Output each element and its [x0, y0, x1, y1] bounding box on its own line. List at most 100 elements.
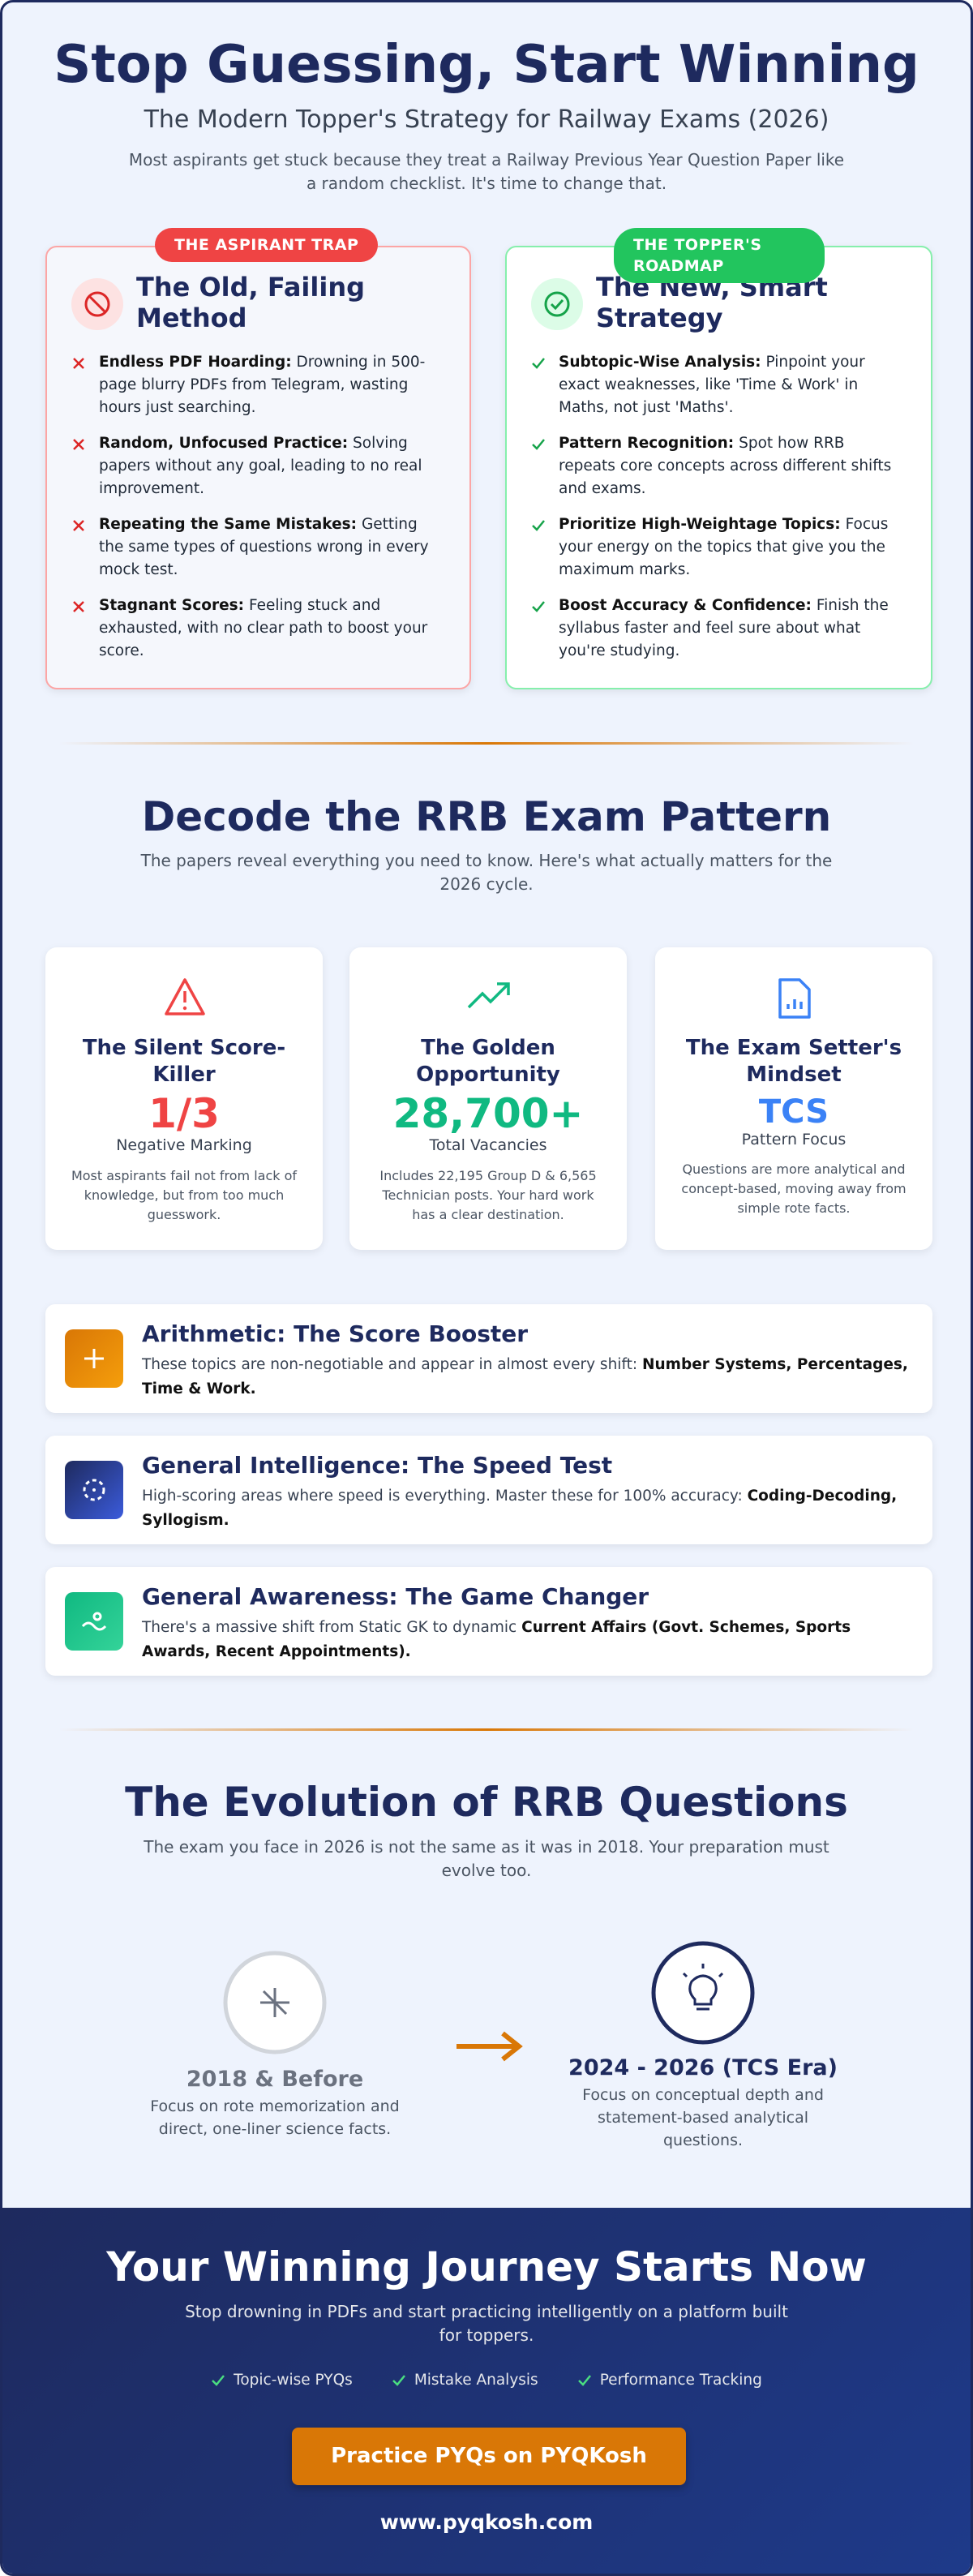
bold-text: Coding-Decoding, Syllogism.	[142, 1488, 898, 1529]
bullet-icon	[73, 601, 84, 612]
point-list: Endless PDF Hoarding: Drowning in 500-pa…	[71, 351, 444, 676]
feature-text: Topic-wise PYQs	[234, 2372, 353, 2389]
section-subtitle: The papers reveal everything you need to…	[140, 851, 833, 894]
feature-text: Mistake Analysis	[414, 2372, 538, 2389]
check	[532, 358, 545, 369]
point: Repeating the Same Mistakes: Getting the…	[71, 513, 444, 582]
point: Boost Accuracy & Confidence: Finish the …	[531, 595, 904, 663]
stage-title: 2024 - 2026 (TCS Era)	[568, 2055, 838, 2080]
stat-card: The Golden Opportunity 28,700+ Total Vac…	[349, 947, 627, 1250]
icon	[65, 1329, 123, 1388]
cross	[73, 601, 84, 612]
topic-row: General Awareness: The Game Changer Ther…	[45, 1567, 932, 1676]
feature-list: Topic-wise PYQs Mistake Analysis Performan…	[2, 2372, 971, 2389]
cross	[73, 358, 84, 369]
check	[577, 2374, 591, 2386]
point-list: Subtopic-Wise Analysis: Pinpoint your ex…	[531, 351, 904, 676]
point-text: Getting the same types of questions wron…	[99, 516, 429, 578]
bold-text: Current Affairs (Govt. Schemes, Sports A…	[142, 1619, 851, 1660]
point-bold: Prioritize High-Weightage Topics:	[559, 516, 841, 533]
bullet-icon	[73, 520, 84, 531]
point: Prioritize High-Weightage Topics: Focus …	[531, 513, 904, 582]
stage-text: Focus on conceptual depth and statement-…	[582, 2086, 824, 2149]
check	[392, 2374, 405, 2386]
stat-value: 1/3	[148, 1090, 220, 1137]
point-text: Feeling stuck and exhausted, with no cle…	[99, 597, 428, 659]
check	[212, 2374, 225, 2386]
url[interactable]: www.pyqkosh.com	[379, 2510, 594, 2534]
icon	[778, 978, 811, 1019]
stat-label: Total Vacancies	[429, 1136, 547, 1154]
feature: Mistake Analysis	[392, 2372, 538, 2389]
bullet-icon	[532, 601, 545, 612]
icon	[65, 1592, 123, 1651]
bullet-icon	[392, 2374, 405, 2386]
topic-title: Arithmetic: The Score Booster	[142, 1320, 529, 1347]
stat-value: 28,700+	[392, 1090, 584, 1137]
point-text: Pinpoint your exact weaknesses, like 'Ti…	[559, 354, 865, 416]
stat-note: Includes 22,195 Group D & 6,565 Technici…	[379, 1168, 597, 1222]
cta-title: Your Winning Journey Starts Now	[106, 2243, 867, 2290]
stat-card: The Silent Score-Killer 1/3 Negative Mar…	[45, 947, 323, 1250]
stat-note: Most aspirants fail not from lack of kno…	[71, 1168, 298, 1222]
stage-text: Focus on rote memorization and direct, o…	[150, 2097, 400, 2138]
point-bold: Endless PDF Hoarding:	[99, 354, 292, 371]
icon	[467, 982, 510, 1009]
point-bold: Boost Accuracy & Confidence:	[559, 597, 812, 614]
point-bold: Random, Unfocused Practice:	[99, 435, 349, 452]
bullet-icon	[532, 520, 545, 531]
cta-button[interactable]: Practice PYQs on PYQKosh	[292, 2428, 686, 2485]
feature-text: Performance Tracking	[599, 2372, 762, 2389]
stat-title: The Silent Score-Killer	[82, 1036, 286, 1087]
stage-title: 2018 & Before	[186, 2067, 364, 2092]
badge: THE TOPPER'S ROADMAP	[614, 228, 825, 283]
card-title: The Old, Failing Method	[136, 272, 365, 333]
check	[532, 601, 545, 612]
cross	[73, 439, 84, 450]
new-card: The New, Smart Strategy Subtopic-Wise An…	[505, 246, 932, 689]
old-card: The Old, Failing Method Endless PDF Hoar…	[45, 246, 471, 689]
cta-section: Your Winning Journey Starts Now Stop dro…	[2, 2208, 971, 2574]
subtitle: The Modern Topper's Strategy for Railway…	[144, 105, 829, 134]
title: Stop Guessing, Start Winning	[54, 35, 919, 95]
section-subtitle: The exam you face in 2026 is not the sam…	[144, 1837, 829, 1880]
divider	[59, 1728, 914, 1731]
feature: Topic-wise PYQs	[211, 2372, 353, 2389]
point: Subtopic-Wise Analysis: Pinpoint your ex…	[531, 351, 904, 419]
point-bold: Stagnant Scores:	[99, 597, 245, 614]
stat-note: Questions are more analytical and concep…	[681, 1161, 907, 1216]
topic-row: General Intelligence: The Speed Test Hig…	[45, 1436, 932, 1544]
stat-label: Negative Marking	[116, 1136, 252, 1154]
intro: Most aspirants get stuck because they tr…	[128, 150, 845, 193]
bullet-icon	[73, 439, 84, 450]
topic-text: These topics are non-negotiable and appe…	[142, 1353, 908, 1402]
bullet-icon	[212, 2374, 225, 2386]
stat-card: The Exam Setter's Mindset TCS Pattern Fo…	[655, 947, 932, 1250]
section-title: The Evolution of RRB Questions	[125, 1779, 848, 1826]
bullet-icon	[577, 2374, 591, 2386]
cta-subtitle: Stop drowning in PDFs and start practici…	[185, 2302, 788, 2345]
topic-text: There's a massive shift from Static GK t…	[142, 1616, 908, 1664]
point-text: Spot how RRB repeats core concepts acros…	[559, 435, 892, 497]
text: These topics are non-negotiable and appe…	[142, 1356, 638, 1373]
icon	[165, 978, 205, 1015]
point: Stagnant Scores: Feeling stuck and exhau…	[71, 595, 444, 663]
icon	[531, 278, 583, 330]
section-title: Decode the RRB Exam Pattern	[141, 793, 832, 840]
bullet-icon	[73, 358, 84, 369]
topic-text: High-scoring areas where speed is everyt…	[142, 1484, 908, 1533]
bullet-icon	[532, 439, 545, 450]
bold-text: Number Systems, Percentages, Time & Work…	[142, 1356, 908, 1397]
cross	[73, 520, 84, 531]
icon	[65, 1461, 123, 1519]
feature: Performance Tracking	[577, 2372, 762, 2389]
check	[532, 439, 545, 450]
check	[532, 520, 545, 531]
point-text: Solving papers without any goal, leading…	[99, 435, 422, 497]
point-text: Focus your energy on the topics that giv…	[559, 516, 889, 578]
icon	[71, 278, 123, 330]
stat-label: Pattern Focus	[741, 1131, 847, 1148]
point: Endless PDF Hoarding: Drowning in 500-pa…	[71, 351, 444, 419]
badge: THE ASPIRANT TRAP	[155, 228, 379, 262]
